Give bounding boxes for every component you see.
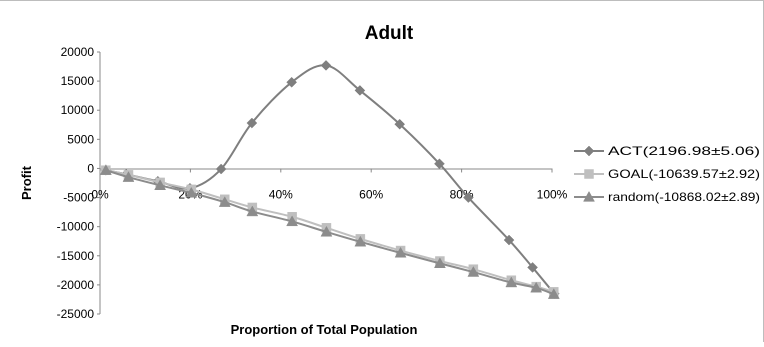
data-point-diamond	[246, 117, 258, 129]
series-triangle	[99, 164, 560, 299]
data-point-diamond	[286, 76, 298, 88]
y-tick-label: -5000	[63, 191, 94, 205]
legend-label: ACT(2196.98±5.06)	[608, 144, 760, 158]
series-layer	[99, 60, 560, 299]
data-point-diamond	[434, 158, 445, 170]
legend-item: ACT(2196.98±5.06)	[574, 144, 760, 158]
y-tick-labels: 20000 15000 10000 5000 0 -5000 -10000 -15000 -20…	[57, 45, 100, 321]
data-point-triangle	[246, 205, 259, 217]
data-point-triangle	[99, 164, 112, 175]
x-axis-label: Proportion of Total Population	[231, 322, 418, 337]
y-tick-label: -20000	[57, 278, 95, 292]
data-point-triangle	[394, 246, 407, 258]
data-point-diamond	[503, 234, 515, 246]
y-tick-label: 15000	[61, 74, 95, 88]
y-tick-label: 10000	[61, 103, 95, 117]
data-point-triangle	[154, 179, 167, 190]
legend-item: random(-10868.02±2.89)	[574, 190, 760, 204]
y-tick-label: -15000	[57, 249, 95, 263]
data-point-triangle	[122, 171, 135, 182]
data-point-diamond	[320, 60, 332, 71]
data-point-diamond	[215, 163, 227, 175]
data-point-triangle	[467, 266, 480, 277]
legend-marker-triangle	[583, 190, 595, 202]
data-point-diamond	[354, 85, 366, 96]
data-point-triangle	[354, 235, 367, 247]
data-point-triangle	[530, 281, 543, 293]
data-point-triangle	[320, 225, 333, 237]
y-tick-label: -25000	[57, 307, 95, 321]
frame-top-border	[0, 0, 764, 1]
y-tick-label: -10000	[57, 220, 95, 234]
y-tick-label: 5000	[67, 132, 94, 146]
series-line	[105, 64, 556, 295]
data-point-diamond	[527, 262, 538, 273]
legend: ACT(2196.98±5.06) GOAL(-10639.57±2.92) ran…	[574, 144, 760, 204]
data-point-triangle	[218, 196, 231, 207]
data-point-triangle	[286, 215, 299, 227]
series-diamond	[100, 60, 560, 299]
data-point-diamond	[394, 118, 406, 130]
legend-marker-diamond	[583, 145, 595, 157]
x-tick-label: 40%	[269, 187, 293, 201]
y-tick-label: 20000	[61, 45, 95, 59]
legend-label: random(-10868.02±2.89)	[608, 190, 760, 204]
y-tick-label: 0	[87, 161, 94, 175]
legend-item: GOAL(-10639.57±2.92)	[574, 167, 760, 181]
chart-title: Adult	[365, 23, 414, 44]
data-point-triangle	[505, 276, 518, 288]
legend-label: GOAL(-10639.57±2.92)	[608, 167, 760, 181]
x-tick-label: 60%	[359, 187, 383, 201]
x-tick-label: 100%	[537, 187, 568, 201]
legend-marker-square	[584, 169, 594, 179]
data-point-triangle	[433, 257, 446, 268]
y-axis: 20000 15000 10000 5000 0 -5000 -10000 -15000 -20…	[57, 45, 101, 321]
y-axis-label: Profit	[19, 165, 34, 200]
data-point-triangle	[185, 186, 198, 198]
data-point-triangle	[547, 288, 560, 299]
data-point-diamond	[463, 192, 474, 203]
x-tick-label: 0%	[91, 187, 109, 201]
